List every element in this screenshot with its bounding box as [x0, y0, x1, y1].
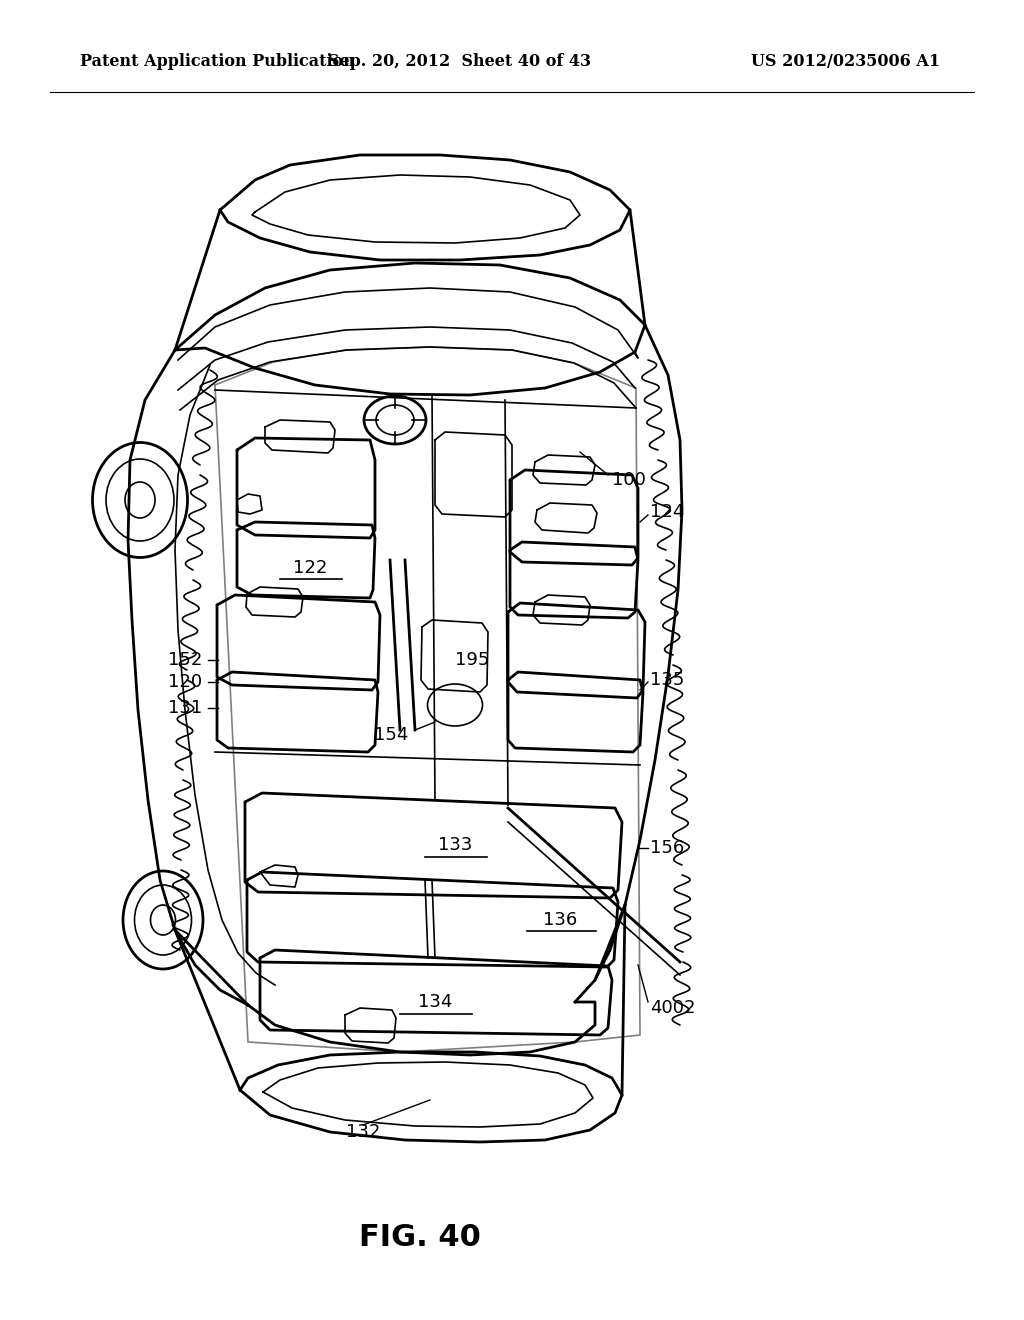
Text: FIG. 40: FIG. 40	[359, 1224, 481, 1253]
Text: 135: 135	[650, 671, 684, 689]
Text: 124: 124	[650, 503, 684, 521]
Text: 100: 100	[612, 471, 646, 488]
Text: 131: 131	[168, 700, 202, 717]
Text: 134: 134	[418, 993, 453, 1011]
Text: US 2012/0235006 A1: US 2012/0235006 A1	[751, 54, 940, 70]
Text: Patent Application Publication: Patent Application Publication	[80, 54, 354, 70]
Text: 133: 133	[438, 836, 472, 854]
Text: 122: 122	[293, 558, 328, 577]
Text: 195: 195	[455, 651, 489, 669]
Text: 4002: 4002	[650, 999, 695, 1016]
Text: 156: 156	[650, 840, 684, 857]
Text: 136: 136	[543, 911, 578, 929]
Text: Sep. 20, 2012  Sheet 40 of 43: Sep. 20, 2012 Sheet 40 of 43	[329, 54, 592, 70]
Text: 132: 132	[346, 1123, 380, 1140]
Text: 152: 152	[168, 651, 202, 669]
Text: 120: 120	[168, 673, 202, 690]
Text: 154: 154	[374, 726, 408, 744]
